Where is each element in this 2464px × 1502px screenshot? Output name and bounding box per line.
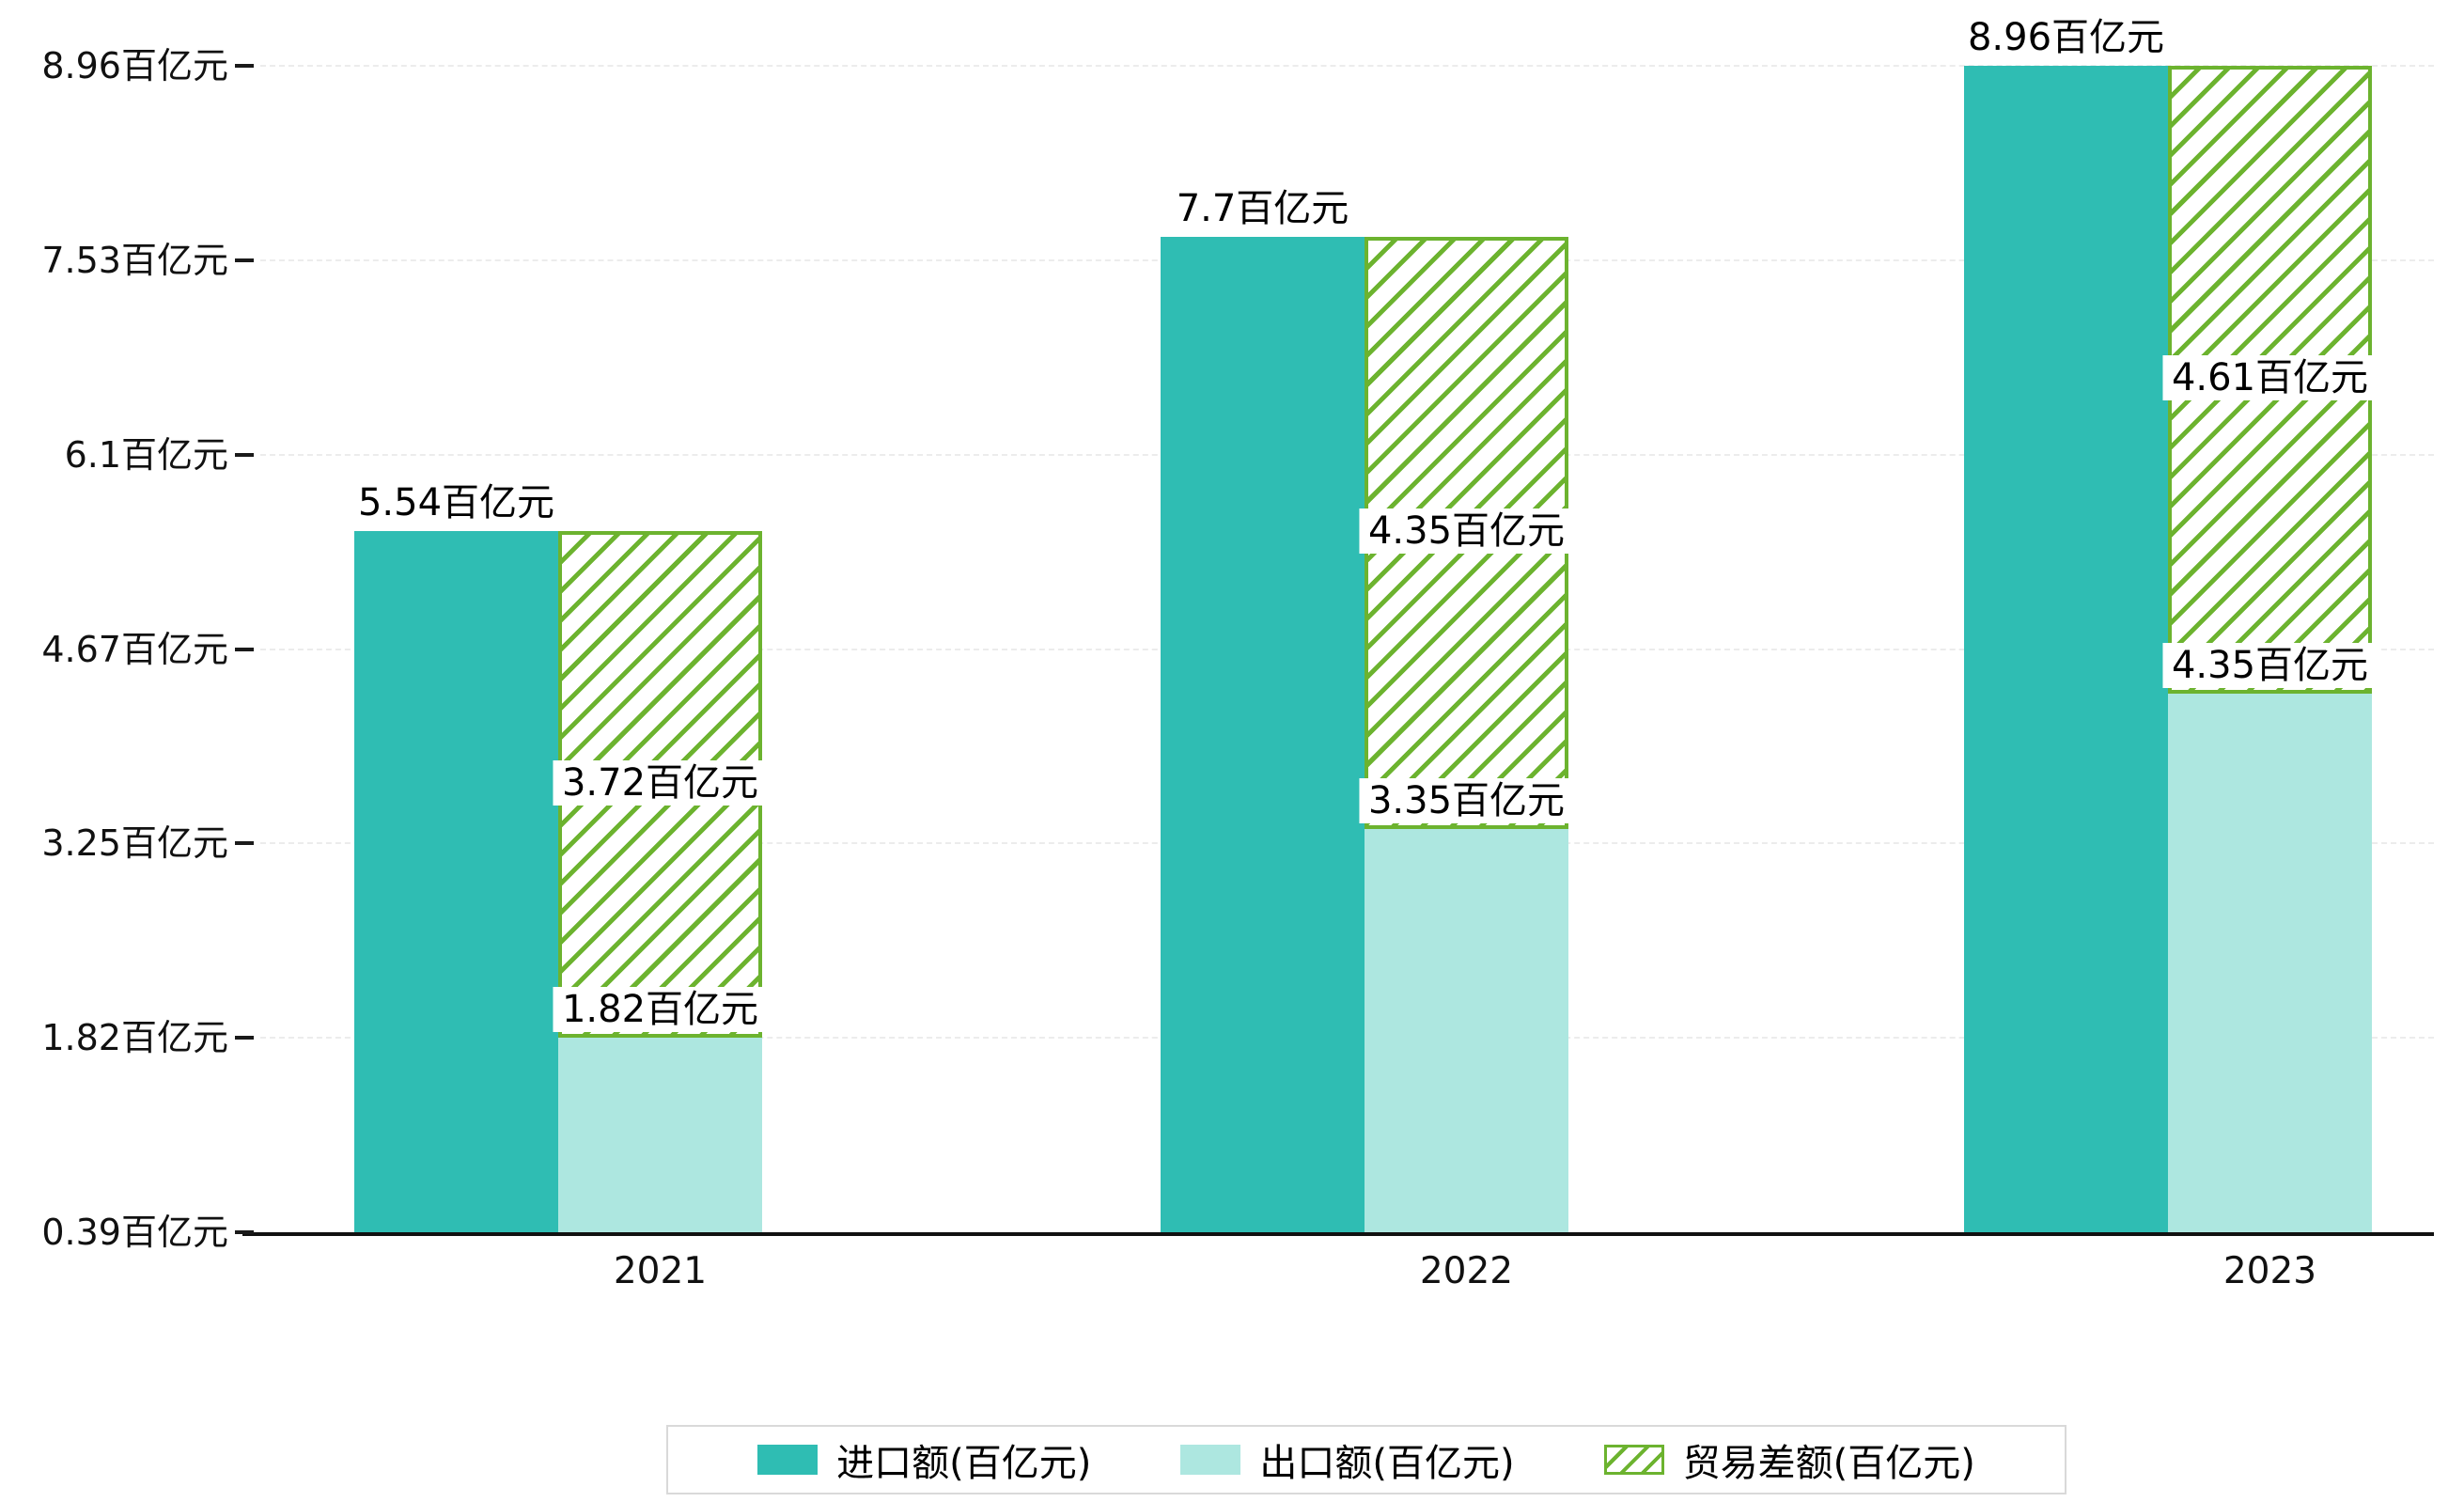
legend-item-export: 出口额(百亿元) <box>1180 1432 1515 1487</box>
legend-item-import: 进口额(百亿元) <box>757 1432 1091 1487</box>
value-label-export-2023: 4.35百亿元 <box>2161 642 2378 688</box>
y-axis-tick <box>235 258 254 263</box>
value-label-balance-2021: 3.72百亿元 <box>552 759 769 806</box>
value-label-balance-2023: 4.61百亿元 <box>2161 354 2378 400</box>
y-axis-tick-label: 7.53百亿元 <box>41 240 228 282</box>
legend: 进口额(百亿元) 出口额(百亿元) 贸易差额(百亿元) <box>666 1425 2066 1494</box>
y-axis-tick-label: 8.96百亿元 <box>41 45 228 86</box>
bar-export-2023 <box>2168 693 2372 1232</box>
y-axis-tick-label: 3.25百亿元 <box>41 821 228 864</box>
y-axis-tick-label: 4.67百亿元 <box>41 629 228 671</box>
value-label-import-2023: 8.96百亿元 <box>1957 15 2175 60</box>
bar-import-2022 <box>1161 237 1365 1232</box>
y-axis-tick <box>235 840 254 845</box>
legend-label-import: 进口额(百亿元) <box>836 1442 1092 1485</box>
bar-import-2023 <box>1964 66 2168 1232</box>
value-label-export-2021: 1.82百亿元 <box>552 986 769 1032</box>
bar-export-2022 <box>1365 829 1568 1232</box>
value-label-import-2022: 7.7百亿元 <box>1166 186 1359 232</box>
x-axis-label-2021: 2021 <box>613 1250 708 1292</box>
bar-export-2021 <box>558 1037 762 1232</box>
value-label-balance-2022: 4.35百亿元 <box>1358 508 1575 555</box>
value-label-export-2022: 3.35百亿元 <box>1358 778 1575 824</box>
x-axis-label-2023: 2023 <box>2222 1250 2317 1292</box>
y-axis-tick <box>235 453 254 458</box>
x-axis-label-2022: 2022 <box>1419 1250 1514 1292</box>
y-axis-tick-label: 6.1百亿元 <box>64 434 228 477</box>
legend-swatch-balance-icon <box>1603 1445 1664 1475</box>
legend-item-balance: 贸易差额(百亿元) <box>1603 1432 1975 1487</box>
y-axis-tick-label: 1.82百亿元 <box>41 1016 228 1058</box>
legend-label-balance: 贸易差额(百亿元) <box>1682 1442 1975 1485</box>
y-axis-tick <box>235 1035 254 1040</box>
y-axis-tick <box>235 648 254 652</box>
legend-label-export: 出口额(百亿元) <box>1259 1442 1515 1485</box>
gridline <box>260 65 2434 67</box>
y-axis-tick <box>235 64 254 68</box>
value-label-import-2021: 5.54百亿元 <box>348 480 565 526</box>
x-axis-line <box>242 1232 2434 1236</box>
legend-swatch-import-icon <box>757 1445 819 1475</box>
legend-swatch-export-icon <box>1180 1445 1241 1475</box>
y-axis-tick <box>235 1230 254 1234</box>
y-axis-tick-label: 0.39百亿元 <box>41 1212 228 1253</box>
bar-import-2021 <box>354 531 558 1232</box>
